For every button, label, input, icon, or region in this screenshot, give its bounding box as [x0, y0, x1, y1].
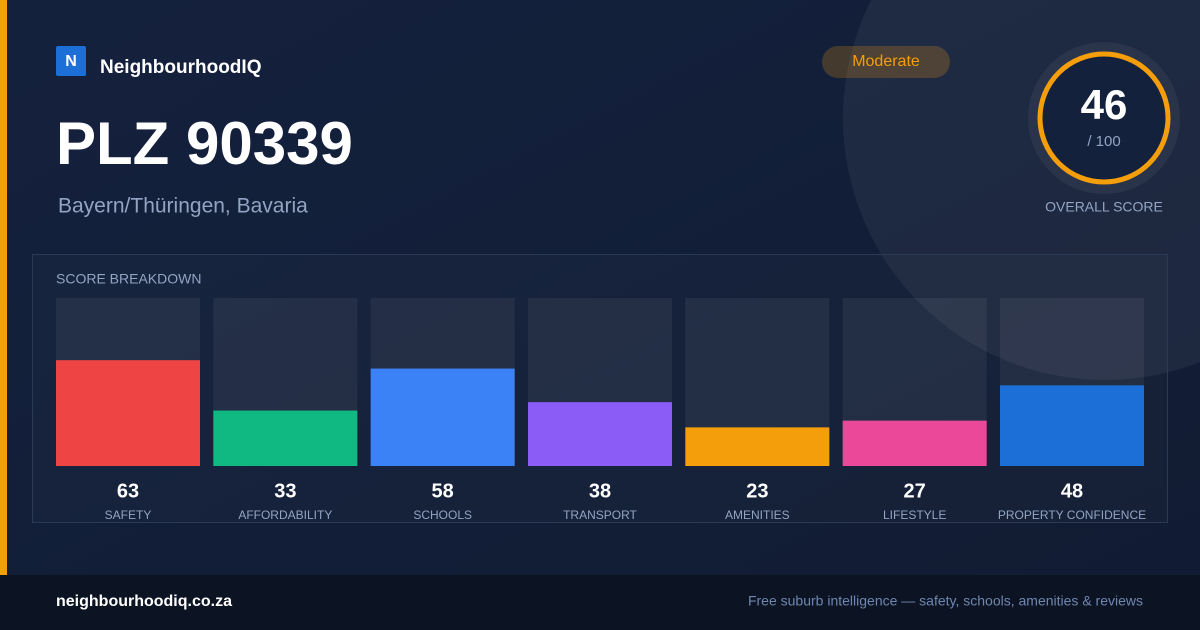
overall-score: 46 — [1081, 81, 1128, 128]
category-label: SAFETY — [105, 508, 152, 522]
bar — [56, 360, 200, 466]
bar-chart: 63 SAFETY 33 AFFORDABILITY 58 SCHOOLS 38 TRANSP… — [56, 298, 1146, 522]
category-label: SCHOOLS — [413, 508, 472, 522]
footer-tagline: Free suburb intelligence — safety, schoo… — [748, 593, 1143, 609]
value-label: 23 — [746, 480, 768, 502]
bar — [528, 402, 672, 466]
bar — [1000, 385, 1144, 466]
footer-bar — [0, 575, 1200, 630]
score-ring — [1037, 51, 1171, 185]
badge — [822, 46, 950, 78]
bar — [370, 368, 515, 466]
value-label: 48 — [1061, 480, 1083, 502]
footer-site: neighbourhoodiq.co.za — [56, 593, 232, 610]
badge-text: Moderate — [852, 53, 920, 70]
value-label: 38 — [589, 480, 611, 502]
category-label: LIFESTYLE — [883, 508, 946, 522]
bar — [685, 427, 830, 466]
category-label: AMENITIES — [725, 508, 790, 522]
category-label: PROPERTY CONFIDENCE — [998, 508, 1146, 522]
brand-name: NeighbourhoodIQ — [100, 57, 261, 78]
breakdown-title: SCORE BREAKDOWN — [56, 271, 201, 287]
overall-caption: OVERALL SCORE — [1045, 199, 1163, 215]
logo — [56, 46, 86, 76]
value-label: 33 — [274, 480, 296, 502]
subtitle: Bayern/Thüringen, Bavaria — [58, 195, 308, 218]
value-label: 63 — [117, 480, 139, 502]
category-label: AFFORDABILITY — [238, 508, 332, 522]
breakdown-panel — [32, 254, 1168, 523]
title: PLZ 90339 — [56, 110, 353, 177]
bar — [842, 420, 987, 466]
logo-letter: N — [65, 53, 77, 70]
category-label: TRANSPORT — [563, 508, 637, 522]
value-label: 58 — [432, 480, 454, 502]
accent-strip — [0, 0, 7, 575]
overall-max: / 100 — [1087, 133, 1120, 150]
bar — [213, 410, 358, 466]
value-label: 27 — [904, 480, 926, 502]
